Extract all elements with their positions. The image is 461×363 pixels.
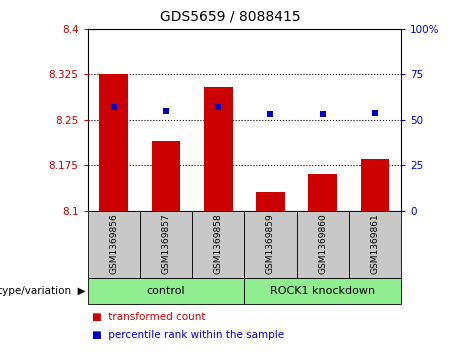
Text: ROCK1 knockdown: ROCK1 knockdown bbox=[270, 286, 375, 296]
Text: control: control bbox=[147, 286, 185, 296]
Bar bbox=[244, 278, 401, 304]
Text: ■  percentile rank within the sample: ■ percentile rank within the sample bbox=[92, 330, 284, 340]
Bar bbox=[152, 141, 180, 211]
Point bbox=[319, 111, 326, 117]
Text: GSM1369857: GSM1369857 bbox=[161, 214, 171, 274]
Point bbox=[267, 111, 274, 117]
Point bbox=[162, 108, 170, 114]
Bar bbox=[349, 211, 401, 278]
Bar bbox=[308, 174, 337, 211]
Text: GSM1369860: GSM1369860 bbox=[318, 214, 327, 274]
Bar bbox=[296, 211, 349, 278]
Bar bbox=[256, 192, 285, 211]
Bar bbox=[204, 86, 232, 211]
Text: GSM1369858: GSM1369858 bbox=[214, 214, 223, 274]
Point bbox=[214, 104, 222, 110]
Point bbox=[371, 110, 378, 115]
Bar bbox=[100, 74, 128, 211]
Bar bbox=[88, 278, 244, 304]
Bar bbox=[192, 211, 244, 278]
Bar bbox=[88, 211, 140, 278]
Text: ■  transformed count: ■ transformed count bbox=[92, 311, 206, 322]
Bar bbox=[361, 159, 389, 211]
Point bbox=[110, 104, 118, 110]
Text: GSM1369859: GSM1369859 bbox=[266, 214, 275, 274]
Text: genotype/variation  ▶: genotype/variation ▶ bbox=[0, 286, 85, 296]
Text: GDS5659 / 8088415: GDS5659 / 8088415 bbox=[160, 9, 301, 23]
Text: GSM1369861: GSM1369861 bbox=[371, 214, 379, 274]
Text: GSM1369856: GSM1369856 bbox=[109, 214, 118, 274]
Bar bbox=[244, 211, 296, 278]
Bar bbox=[140, 211, 192, 278]
